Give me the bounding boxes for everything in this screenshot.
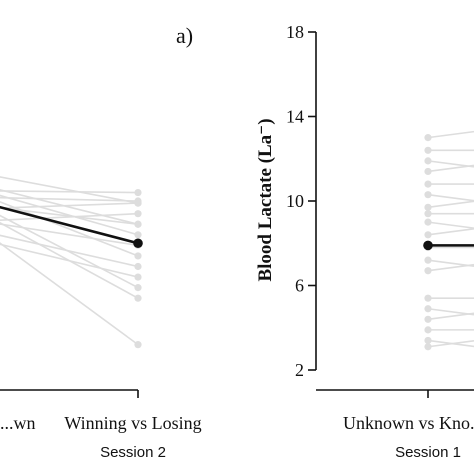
right-individual-point-8 (424, 218, 432, 226)
left-individual-line-3 (0, 202, 139, 209)
left-individual-line-4 (0, 190, 139, 194)
right-individual-point-7 (424, 210, 432, 218)
right-individual-line-3 (427, 164, 474, 173)
left-individual-line-2 (0, 189, 139, 226)
right-y-tick-label-2: 10 (286, 191, 304, 211)
left-individual-line-11 (0, 242, 139, 346)
right-individual-line-12 (427, 263, 474, 272)
left-panel (0, 176, 143, 398)
right-individual-point-18 (424, 343, 432, 351)
right-individual-point-16 (424, 326, 432, 334)
right-individual-point-1 (424, 146, 432, 154)
right-individual-point-5 (424, 191, 432, 199)
left-individual-point-13 (134, 210, 142, 218)
right-individual-line-9 (427, 228, 474, 236)
left-individual-line-14 (0, 214, 139, 289)
right-individual-point-4 (424, 180, 432, 188)
left-mean-point (133, 238, 143, 249)
right-individual-point-15 (424, 315, 432, 323)
left-individual-line-8 (0, 176, 139, 204)
right-individual-point-6 (424, 203, 432, 211)
right-individual-point-2 (424, 157, 432, 165)
left-x-tick-label-1: Winning vs Losing (64, 413, 201, 433)
left-individual-point-11 (134, 341, 142, 349)
left-individual-line-5 (0, 223, 139, 247)
right-individual-point-14 (424, 305, 432, 313)
right-individual-line-18 (427, 339, 474, 348)
left-individual-line-0 (0, 194, 139, 236)
left-individual-line-10 (0, 221, 139, 299)
panel-label: a) (176, 23, 193, 48)
left-individual-point-0 (134, 231, 142, 239)
left-individual-line-9 (0, 243, 139, 278)
right-individual-point-3 (424, 167, 432, 176)
right-individual-line-5 (427, 193, 474, 202)
left-individual-line-13 (0, 212, 139, 222)
left-individual-point-7 (134, 220, 142, 228)
right-y-tick-label-0: 2 (295, 360, 304, 380)
right-individual-point-0 (424, 134, 432, 142)
left-session-label: Session 2 (100, 444, 166, 461)
left-individual-point-6 (134, 262, 142, 271)
right-individual-line-6 (427, 200, 474, 209)
right-y-tick-label-4: 18 (286, 22, 304, 42)
right-individual-point-11 (424, 256, 432, 264)
right-y-tick-label-1: 6 (295, 276, 304, 296)
left-individual-point-10 (134, 294, 142, 302)
right-individual-point-9 (424, 231, 432, 239)
left-x-tick-label-0: ...wn (0, 413, 36, 433)
right-x-tick-label-0: Unknown vs Kno... (343, 413, 474, 433)
left-individual-point-14 (134, 284, 142, 292)
right-y-tick-label-3: 14 (286, 107, 304, 127)
right-mean-point (423, 240, 433, 251)
right-individual-line-15 (427, 312, 474, 321)
right-individual-point-13 (424, 294, 432, 302)
right-panel: 2 6 10 14 18 (286, 22, 474, 398)
left-individual-point-12 (134, 252, 142, 260)
left-individual-line-7 (0, 207, 139, 226)
left-individual-point-9 (134, 273, 142, 281)
right-individual-point-12 (424, 267, 432, 275)
right-individual-line-8 (427, 221, 474, 229)
left-individual-line-6 (0, 234, 139, 268)
left-individual-point-8 (134, 199, 142, 207)
right-session-label: Session 1 (395, 444, 461, 461)
left-individual-point-4 (134, 188, 142, 197)
right-y-axis-label: Blood Lactate (La⁻) (255, 118, 276, 281)
left-individual-line-1 (0, 196, 139, 202)
right-individual-line-0 (427, 130, 474, 139)
left-mean-line (0, 205, 139, 245)
right-individual-point-17 (424, 336, 432, 345)
